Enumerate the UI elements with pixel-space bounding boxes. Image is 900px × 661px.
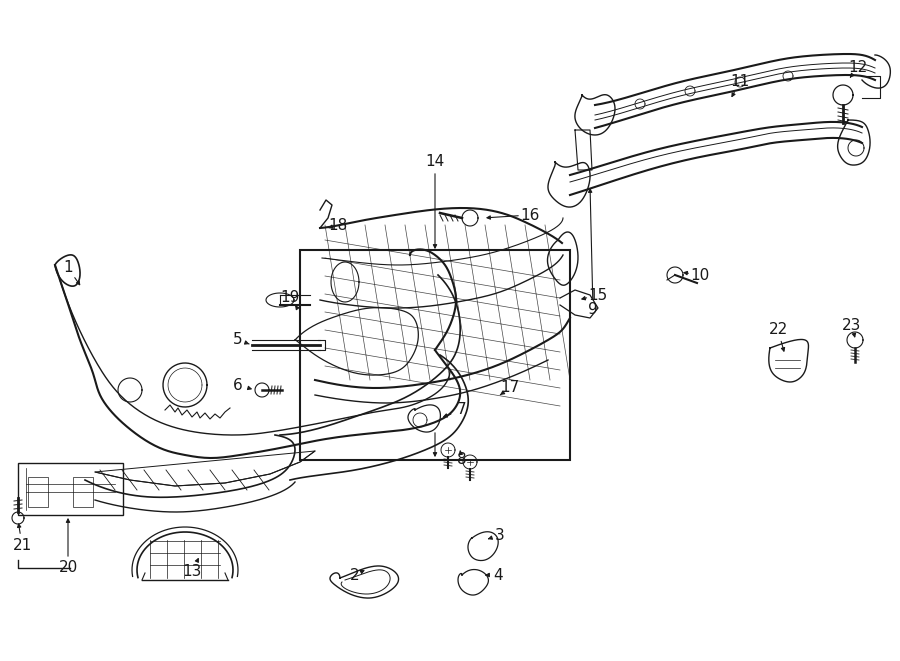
- Text: 9: 9: [588, 303, 598, 317]
- Text: 17: 17: [500, 381, 519, 395]
- Bar: [28, 477, 48, 507]
- Text: 4: 4: [493, 568, 503, 582]
- Text: 1: 1: [63, 260, 73, 276]
- Text: 18: 18: [328, 217, 347, 233]
- Text: 10: 10: [690, 268, 709, 282]
- Text: 19: 19: [280, 290, 300, 305]
- Text: 8: 8: [457, 453, 467, 467]
- Text: 13: 13: [183, 564, 202, 580]
- Text: 20: 20: [58, 561, 77, 576]
- Bar: [300, 250, 570, 460]
- Text: 2: 2: [350, 568, 360, 582]
- Text: 16: 16: [520, 208, 540, 223]
- Text: 23: 23: [842, 317, 861, 332]
- Text: 5: 5: [233, 332, 243, 348]
- Text: 3: 3: [495, 527, 505, 543]
- Text: 7: 7: [457, 403, 467, 418]
- Bar: [18, 463, 123, 515]
- Text: 21: 21: [13, 537, 32, 553]
- Text: 22: 22: [769, 323, 788, 338]
- Text: 6: 6: [233, 377, 243, 393]
- Text: 11: 11: [731, 75, 750, 89]
- Text: 12: 12: [849, 61, 868, 75]
- Text: 14: 14: [426, 155, 445, 169]
- Bar: [73, 477, 93, 507]
- Text: 15: 15: [589, 288, 608, 303]
